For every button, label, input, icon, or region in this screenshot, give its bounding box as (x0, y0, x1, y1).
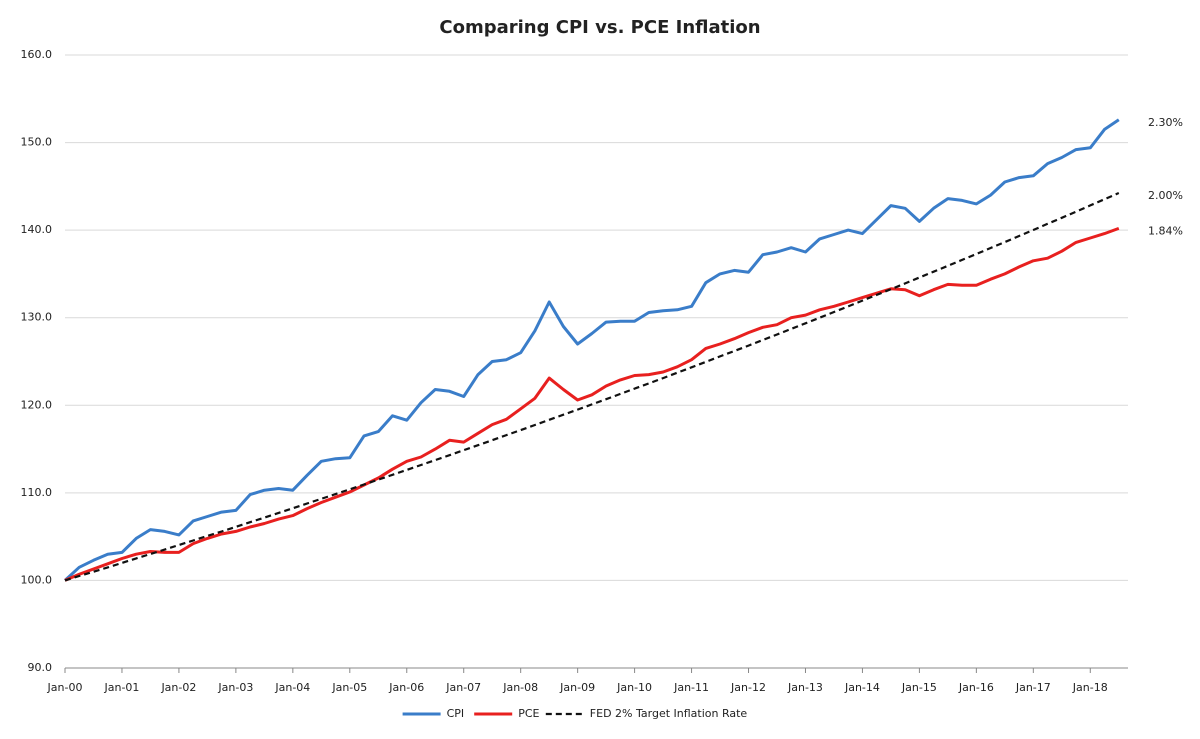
x-tick-label: Jan-13 (787, 681, 823, 694)
x-tick-label: Jan-09 (559, 681, 595, 694)
end-label: 1.84% (1148, 224, 1183, 237)
legend-label: PCE (518, 707, 539, 720)
x-tick-label: Jan-14 (844, 681, 880, 694)
y-tick-label: 90.0 (28, 661, 53, 674)
x-tick-label: Jan-10 (616, 681, 652, 694)
x-tick-label: Jan-01 (103, 681, 139, 694)
y-tick-label: 160.0 (21, 48, 53, 61)
x-tick-label: Jan-18 (1072, 681, 1108, 694)
end-label: 2.30% (1148, 116, 1183, 129)
x-tick-label: Jan-17 (1015, 681, 1051, 694)
x-tick-label: Jan-07 (445, 681, 481, 694)
y-tick-label: 130.0 (21, 311, 53, 324)
x-tick-label: Jan-05 (331, 681, 367, 694)
x-tick-label: Jan-06 (388, 681, 424, 694)
y-tick-label: 140.0 (21, 223, 53, 236)
x-tick-label: Jan-16 (958, 681, 994, 694)
end-label: 2.00% (1148, 189, 1183, 202)
x-tick-label: Jan-15 (901, 681, 937, 694)
legend-label: FED 2% Target Inflation Rate (590, 707, 748, 720)
legend-label: CPI (447, 707, 465, 720)
y-tick-label: 120.0 (21, 398, 53, 411)
x-tick-label: Jan-04 (274, 681, 310, 694)
y-tick-label: 100.0 (21, 573, 53, 586)
series-line (64, 191, 1120, 582)
series-line (64, 226, 1120, 582)
x-tick-label: Jan-00 (47, 681, 83, 694)
x-tick-label: Jan-08 (502, 681, 538, 694)
x-tick-label: Jan-12 (730, 681, 766, 694)
series-line (63, 118, 1120, 582)
x-tick-label: Jan-03 (217, 681, 253, 694)
x-tick-label: Jan-11 (673, 681, 709, 694)
y-tick-label: 110.0 (21, 486, 53, 499)
x-tick-label: Jan-02 (160, 681, 196, 694)
y-tick-label: 150.0 (21, 136, 53, 149)
chart-title: Comparing CPI vs. PCE Inflation (439, 17, 760, 38)
